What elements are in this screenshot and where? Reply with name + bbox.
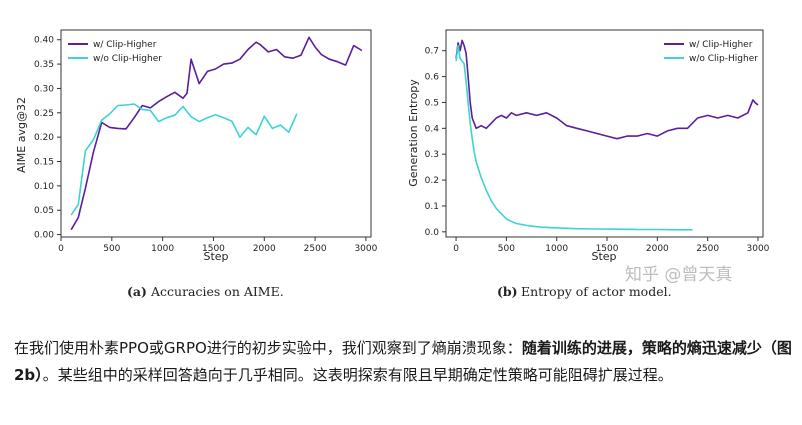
y-tick-label: 0.4 [425, 124, 440, 134]
caption-label: (a) [127, 284, 147, 299]
x-tick-label: 3000 [354, 244, 377, 254]
y-tick-label: 0.5 [425, 98, 439, 108]
y-axis-label: Generation Entropy [407, 79, 420, 187]
x-tick-label: 1500 [202, 244, 225, 254]
plot-frame [445, 29, 764, 238]
article-text-start: 在我们使用朴素PPO或GRPO进行的初步实验中，我们观察到了熵崩溃现象： [14, 339, 522, 357]
caption-label: (b) [497, 284, 518, 299]
series-line-without-clip-higher [455, 44, 693, 231]
x-tick-label: 1000 [545, 244, 568, 254]
series-lines [70, 36, 363, 231]
y-ticks: 0.0 0.1 0.2 0.3 0.4 0.5 0.6 0.7 [425, 47, 446, 238]
article-paragraph: 在我们使用朴素PPO或GRPO进行的初步实验中，我们观察到了熵崩溃现象：随着训练… [14, 335, 794, 389]
y-ticks: 0.00 0.05 0.10 0.15 0.20 0.25 0.30 0.35 0.40 [34, 36, 61, 241]
y-tick-label: 0.30 [34, 84, 54, 94]
y-tick-label: 0.20 [34, 133, 54, 143]
y-tick-label: 0.35 [34, 60, 54, 70]
y-tick-label: 0.15 [34, 158, 54, 168]
y-tick-label: 0.1 [425, 202, 439, 212]
y-axis-label: AIME avg@32 [15, 97, 28, 173]
y-tick-label: 0.00 [34, 231, 54, 241]
x-ticks: 0 500 1000 1500 2000 2500 3000 [453, 237, 770, 254]
x-tick-label: 500 [498, 244, 515, 254]
x-axis-label: Step [591, 250, 616, 263]
x-tick-label: 2000 [646, 244, 669, 254]
legend-label-without: w/o Clip-Higher [93, 54, 162, 64]
x-tick-label: 0 [58, 244, 64, 254]
legend-label-without: w/o Clip-Higher [689, 54, 758, 64]
y-tick-label: 0.6 [425, 73, 440, 83]
x-ticks: 0 500 1000 1500 2000 2500 3000 [58, 237, 378, 254]
legend-label-with: w/ Clip-Higher [93, 40, 157, 50]
caption-text: Accuracies on AIME. [150, 284, 284, 299]
y-tick-label: 0.25 [34, 109, 54, 119]
entropy-chart: 0.0 0.1 0.2 0.3 0.4 0.5 0.6 0.7 0 500 1000 1500 200… [407, 29, 770, 299]
y-tick-label: 0.7 [425, 47, 439, 57]
series-lines [455, 39, 759, 231]
x-tick-label: 2000 [253, 244, 276, 254]
y-tick-label: 0.10 [34, 182, 54, 192]
series-line-with-clip-higher [70, 36, 363, 231]
watermark: 知乎 @曾天真 [625, 265, 732, 285]
plot-frame [60, 29, 372, 238]
x-tick-label: 2500 [696, 244, 719, 254]
x-tick-label: 2500 [304, 244, 327, 254]
series-line-with-clip-higher [455, 39, 759, 140]
caption-text: Entropy of actor model. [521, 284, 672, 299]
y-tick-label: 0.0 [425, 228, 440, 238]
x-axis-label: Step [203, 250, 228, 263]
accuracy-chart: 0.00 0.05 0.10 0.15 0.20 0.25 0.30 0.35 0.40 0 50… [15, 29, 378, 299]
y-tick-label: 0.40 [34, 36, 54, 46]
series-line-without-clip-higher [70, 103, 298, 216]
article-text-bold: 随着训练的进展，策略的熵迅速减少（图2b） [14, 339, 792, 384]
y-tick-label: 0.3 [425, 150, 439, 160]
y-tick-label: 0.05 [34, 206, 54, 216]
x-tick-label: 500 [103, 244, 120, 254]
x-tick-label: 3000 [747, 244, 770, 254]
x-tick-label: 1500 [596, 244, 619, 254]
legend: w/ Clip-Higher w/o Clip-Higher [68, 40, 162, 64]
legend-label-with: w/ Clip-Higher [689, 40, 753, 50]
x-tick-label: 0 [453, 244, 459, 254]
legend: w/ Clip-Higher w/o Clip-Higher [664, 40, 758, 64]
article-text-end: 。某些组中的采样回答趋向于几乎相同。这表明探索有限且早期确定性策略可能阻碍扩展过… [42, 366, 673, 384]
x-tick-label: 1000 [151, 244, 174, 254]
y-tick-label: 0.2 [425, 176, 439, 186]
